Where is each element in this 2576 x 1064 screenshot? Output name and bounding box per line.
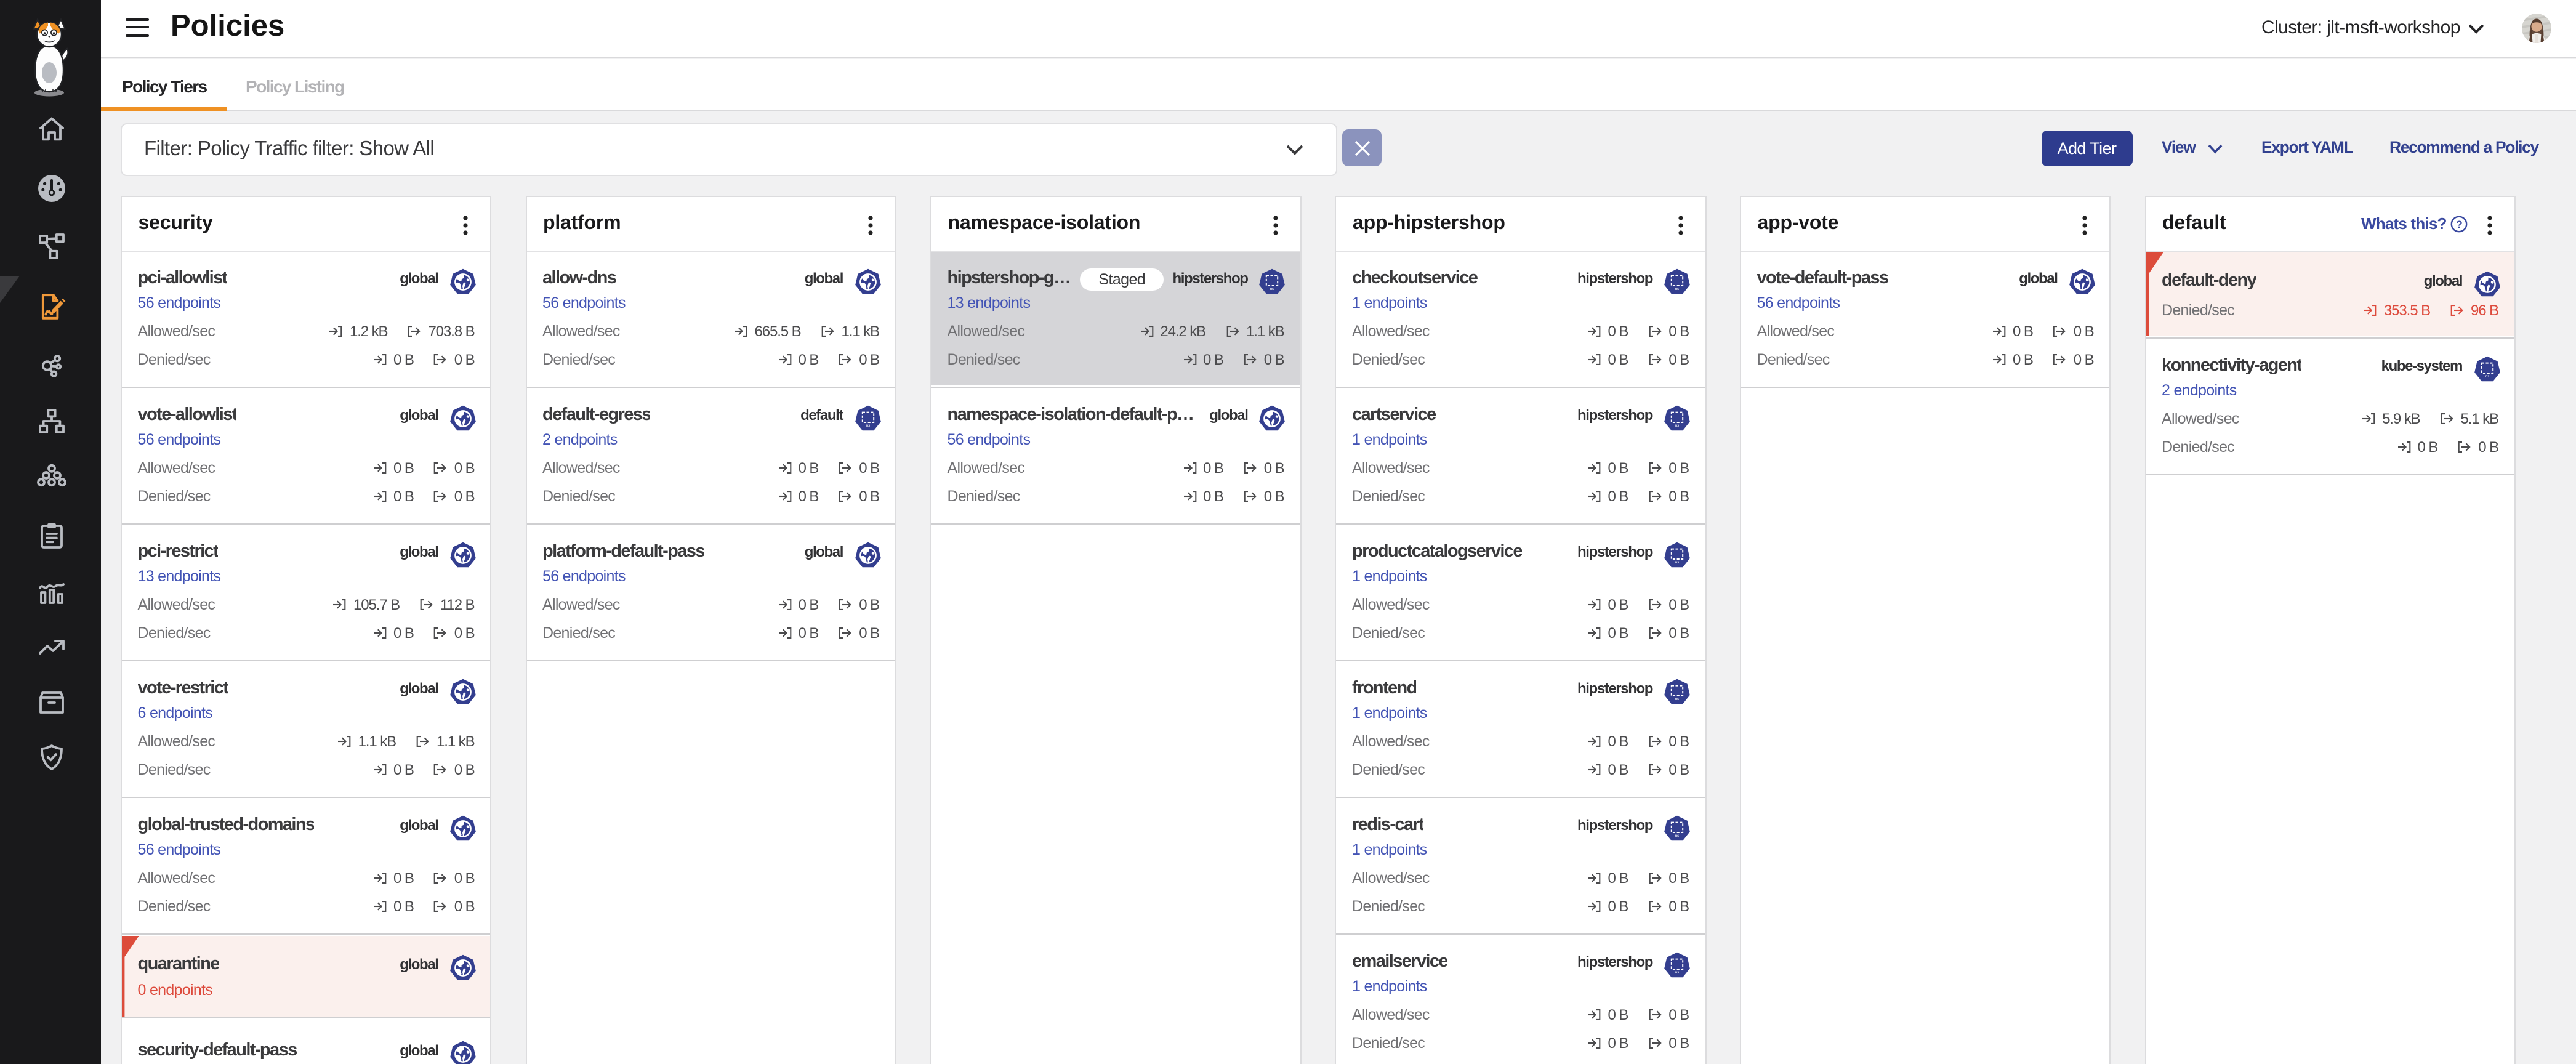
svg-text:ns: ns — [1270, 286, 1274, 291]
svg-text:ns: ns — [1675, 970, 1680, 974]
svg-text:ns: ns — [1675, 423, 1680, 427]
svg-text:?: ? — [2456, 218, 2462, 230]
svg-text:ns: ns — [2485, 374, 2489, 378]
svg-text:ns: ns — [1675, 286, 1680, 291]
svg-text:ns: ns — [1675, 560, 1680, 564]
svg-text:ns: ns — [1675, 833, 1680, 837]
svg-text:ns: ns — [866, 423, 870, 427]
svg-text:ns: ns — [1675, 696, 1680, 701]
